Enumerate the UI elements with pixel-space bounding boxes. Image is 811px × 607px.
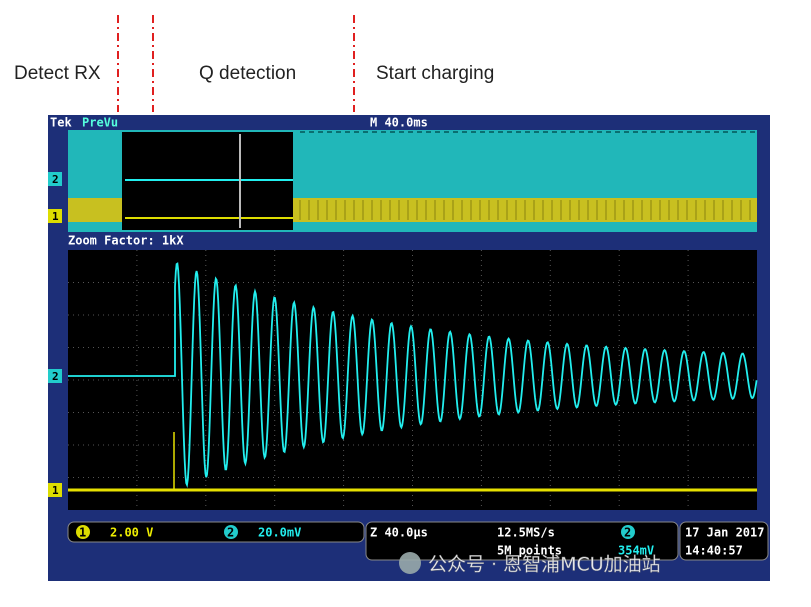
channel-markers: 2 1 2 1 <box>48 172 62 497</box>
preview-stripes <box>299 131 755 220</box>
date: 17 Jan 2017 <box>685 526 764 540</box>
ch1-badge <box>76 525 90 539</box>
marker-badge <box>48 172 62 186</box>
ch2-trace <box>68 262 758 489</box>
trigger-level: 354mV <box>618 544 654 558</box>
trigger-channel: 2 <box>624 526 631 540</box>
channel-box <box>67 521 365 543</box>
status-bar: 1 2.00 V 2 20.0mV Z 40.0µs 12.5MS/s 5M p… <box>67 521 769 561</box>
annotation: Start charging <box>376 63 494 84</box>
sample-rate: 12.5MS/s <box>497 526 555 540</box>
annotation: Q detection <box>199 63 296 84</box>
watermark-text: 公众号 · 恩智浦MCU加油站 <box>428 554 661 576</box>
marker-badge <box>48 369 62 383</box>
channel-marker: 1 <box>52 210 59 223</box>
channel-marker: 2 <box>52 173 59 186</box>
ch2-badge <box>224 525 238 539</box>
date-box <box>679 521 769 561</box>
time: 14:40:57 <box>685 544 743 558</box>
timebase: M 40.0ms <box>370 116 428 130</box>
channel-marker: 2 <box>52 370 59 383</box>
ch2-number: 2 <box>227 526 234 540</box>
channel-marker: 1 <box>52 484 59 497</box>
watermark-icon <box>399 552 421 574</box>
zoom-timebase: Z 40.0µs <box>370 526 428 540</box>
ch1-number: 1 <box>79 526 86 540</box>
grid <box>68 250 757 510</box>
ch1-scale: 2.00 V <box>110 526 153 540</box>
record-length: 5M points <box>497 544 562 558</box>
watermark: 公众号 · 恩智浦MCU加油站 <box>399 552 661 576</box>
brand: Tek <box>50 116 72 130</box>
marker-badge <box>48 483 62 497</box>
marker-badge <box>48 209 62 223</box>
zoom-factor: Zoom Factor: 1kX <box>68 234 184 248</box>
acq-box <box>365 521 679 561</box>
trig-badge <box>621 525 635 539</box>
mode: PreVu <box>82 116 118 130</box>
ch2-scale: 20.0mV <box>258 526 301 540</box>
markers <box>117 15 355 112</box>
annotation: Detect RX <box>14 63 101 84</box>
